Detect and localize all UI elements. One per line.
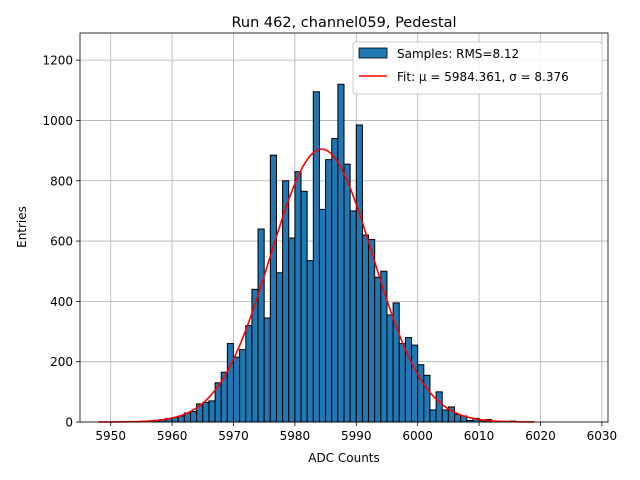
histogram-bar bbox=[190, 410, 198, 423]
histogram-bar bbox=[398, 343, 406, 423]
histogram-bar bbox=[325, 159, 333, 423]
y-tick-label: 600 bbox=[50, 235, 73, 249]
histogram-bar bbox=[275, 272, 284, 423]
y-axis: 0 200 400 600 800 1000 1200 bbox=[42, 54, 80, 430]
y-tick-label: 0 bbox=[65, 416, 73, 430]
histogram-bar bbox=[380, 270, 388, 423]
histogram-bar bbox=[411, 344, 419, 423]
histogram-bar bbox=[288, 237, 296, 423]
x-tick-label: 5970 bbox=[218, 429, 249, 443]
legend-histogram-label: Samples: RMS=8.12 bbox=[397, 47, 519, 61]
histogram-bar bbox=[337, 83, 345, 423]
y-tick-label: 1200 bbox=[42, 54, 73, 68]
histogram-bar bbox=[208, 400, 216, 423]
histogram-bar bbox=[429, 409, 437, 423]
x-axis-label: ADC Counts bbox=[308, 451, 380, 465]
legend: Samples: RMS=8.12 Fit: μ = 5984.361, σ =… bbox=[352, 41, 603, 95]
x-tick-label: 5990 bbox=[341, 429, 372, 443]
histogram-bar bbox=[245, 325, 253, 423]
histogram-bar bbox=[300, 190, 308, 423]
histogram-bar bbox=[435, 391, 443, 423]
chart-title: Run 462, channel059, Pedestal bbox=[231, 15, 456, 31]
histogram-bar bbox=[343, 163, 351, 423]
histogram-bar bbox=[331, 138, 339, 423]
histogram-bar bbox=[368, 239, 376, 423]
x-axis: 5950 5960 5970 5980 5990 6000 6010 6020 6030 bbox=[95, 422, 617, 443]
y-tick-label: 800 bbox=[50, 174, 73, 188]
histogram-bar bbox=[239, 349, 247, 423]
histogram-bar bbox=[441, 409, 449, 423]
legend-histogram-swatch bbox=[358, 47, 388, 59]
x-tick-label: 5950 bbox=[95, 429, 126, 443]
histogram-bar bbox=[232, 356, 241, 423]
histogram-bar bbox=[454, 413, 462, 423]
histogram-bar bbox=[263, 317, 271, 423]
histogram-bars bbox=[153, 83, 517, 423]
y-axis-label: Entries bbox=[15, 206, 29, 248]
fit-curve bbox=[98, 148, 535, 423]
histogram-bar bbox=[202, 401, 210, 423]
histogram-bar bbox=[257, 228, 265, 423]
legend-box bbox=[352, 41, 603, 95]
histogram-bar bbox=[226, 343, 234, 423]
x-tick-label: 6010 bbox=[464, 429, 495, 443]
legend-fit-label: Fit: μ = 5984.361, σ = 8.376 bbox=[397, 70, 569, 84]
histogram-bar bbox=[294, 171, 302, 423]
histogram-bar bbox=[318, 208, 327, 423]
x-tick-label: 6000 bbox=[402, 429, 433, 443]
histogram-bar bbox=[349, 210, 357, 423]
x-tick-label: 5960 bbox=[157, 429, 188, 443]
histogram-bar bbox=[386, 314, 394, 423]
histogram-bar bbox=[306, 260, 314, 423]
histogram-bar bbox=[417, 364, 425, 423]
histogram-bar bbox=[312, 91, 320, 423]
y-tick-label: 200 bbox=[50, 355, 73, 369]
histogram-bar bbox=[374, 276, 382, 423]
histogram-bar bbox=[361, 234, 370, 423]
fit-curve-group bbox=[98, 148, 535, 423]
histogram-bar bbox=[355, 124, 363, 423]
x-tick-label: 6020 bbox=[525, 429, 556, 443]
y-tick-label: 1000 bbox=[42, 114, 73, 128]
plot-frame bbox=[79, 32, 609, 423]
x-tick-label: 5980 bbox=[280, 429, 311, 443]
y-tick-label: 400 bbox=[50, 295, 73, 309]
histogram-bar bbox=[423, 374, 431, 423]
x-tick-label: 6030 bbox=[587, 429, 618, 443]
histogram-bar bbox=[269, 154, 277, 423]
